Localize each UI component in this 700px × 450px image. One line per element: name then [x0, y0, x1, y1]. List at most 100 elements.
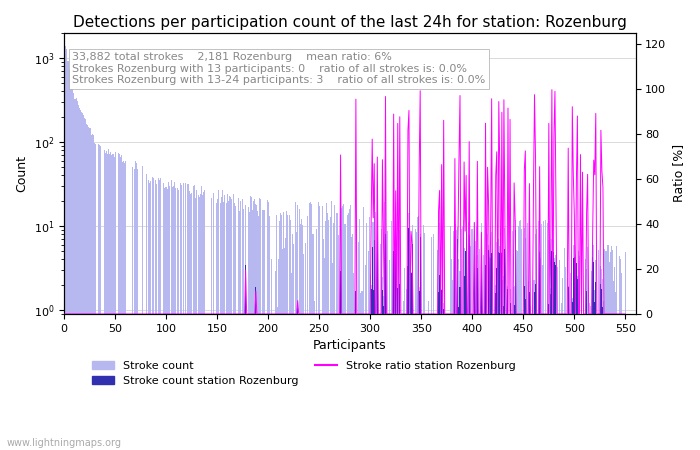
- Bar: [459, 287, 461, 450]
- Bar: [573, 258, 574, 450]
- Bar: [461, 226, 463, 450]
- Bar: [567, 279, 568, 450]
- Bar: [93, 135, 94, 450]
- Bar: [488, 245, 489, 450]
- Bar: [539, 251, 540, 450]
- Bar: [395, 245, 396, 450]
- Bar: [341, 208, 342, 450]
- Bar: [552, 220, 554, 450]
- Bar: [229, 197, 230, 450]
- Bar: [260, 198, 262, 450]
- Bar: [554, 262, 556, 450]
- Bar: [125, 162, 126, 450]
- Bar: [424, 233, 425, 450]
- Bar: [564, 248, 565, 450]
- Bar: [271, 259, 272, 450]
- Bar: [485, 265, 486, 450]
- Bar: [365, 223, 367, 450]
- Bar: [465, 251, 466, 450]
- Bar: [233, 194, 234, 450]
- Bar: [305, 243, 307, 450]
- Bar: [85, 119, 86, 450]
- Bar: [220, 197, 222, 450]
- Bar: [538, 220, 539, 450]
- Bar: [565, 267, 566, 450]
- Bar: [73, 93, 74, 450]
- Bar: [181, 185, 182, 450]
- Bar: [80, 112, 82, 450]
- Bar: [548, 304, 550, 450]
- Bar: [108, 149, 109, 450]
- Bar: [595, 260, 596, 450]
- Bar: [290, 220, 291, 450]
- Bar: [98, 144, 99, 450]
- Bar: [585, 259, 586, 450]
- Bar: [517, 251, 518, 450]
- Bar: [262, 211, 263, 450]
- Bar: [418, 216, 419, 450]
- Bar: [578, 251, 579, 450]
- Bar: [195, 198, 196, 450]
- Bar: [394, 243, 395, 450]
- Bar: [477, 255, 478, 450]
- Bar: [296, 232, 297, 450]
- Bar: [344, 224, 345, 450]
- Bar: [594, 290, 595, 450]
- Bar: [334, 205, 335, 450]
- Bar: [327, 213, 328, 450]
- Bar: [105, 153, 106, 450]
- Bar: [352, 234, 354, 450]
- Bar: [590, 306, 592, 450]
- Bar: [201, 186, 202, 450]
- Bar: [337, 213, 338, 450]
- Bar: [295, 202, 296, 450]
- Bar: [576, 262, 577, 450]
- Bar: [476, 226, 477, 450]
- Bar: [574, 257, 575, 450]
- Bar: [222, 189, 223, 450]
- Bar: [153, 178, 154, 450]
- Bar: [338, 235, 339, 450]
- Bar: [104, 150, 105, 450]
- Bar: [340, 208, 341, 450]
- Bar: [307, 216, 309, 450]
- Bar: [311, 202, 312, 450]
- Bar: [556, 255, 557, 450]
- Bar: [291, 273, 292, 450]
- Bar: [605, 249, 606, 450]
- Bar: [454, 234, 456, 450]
- Bar: [554, 258, 556, 450]
- Bar: [619, 256, 620, 450]
- Bar: [387, 231, 388, 450]
- Bar: [160, 179, 162, 450]
- Bar: [299, 209, 300, 450]
- Bar: [312, 234, 314, 450]
- Bar: [350, 205, 351, 450]
- Bar: [458, 259, 459, 450]
- Bar: [136, 163, 137, 450]
- Bar: [395, 202, 396, 450]
- Bar: [612, 281, 614, 450]
- Y-axis label: Count: Count: [15, 155, 28, 192]
- Bar: [499, 253, 500, 450]
- Bar: [137, 169, 138, 450]
- Bar: [228, 201, 229, 450]
- Bar: [547, 223, 548, 450]
- Bar: [302, 225, 303, 450]
- Bar: [175, 189, 176, 450]
- Bar: [616, 246, 617, 450]
- Bar: [437, 250, 438, 450]
- Bar: [550, 288, 552, 450]
- Bar: [67, 61, 69, 450]
- Bar: [454, 234, 456, 450]
- Bar: [248, 207, 249, 450]
- Bar: [281, 216, 282, 450]
- Title: Detections per participation count of the last 24h for station: Rozenburg: Detections per participation count of th…: [73, 15, 626, 30]
- Bar: [347, 216, 348, 450]
- Bar: [167, 182, 169, 450]
- Bar: [587, 247, 588, 450]
- Bar: [393, 251, 394, 450]
- Bar: [187, 184, 188, 450]
- Bar: [443, 309, 444, 450]
- Bar: [573, 245, 574, 450]
